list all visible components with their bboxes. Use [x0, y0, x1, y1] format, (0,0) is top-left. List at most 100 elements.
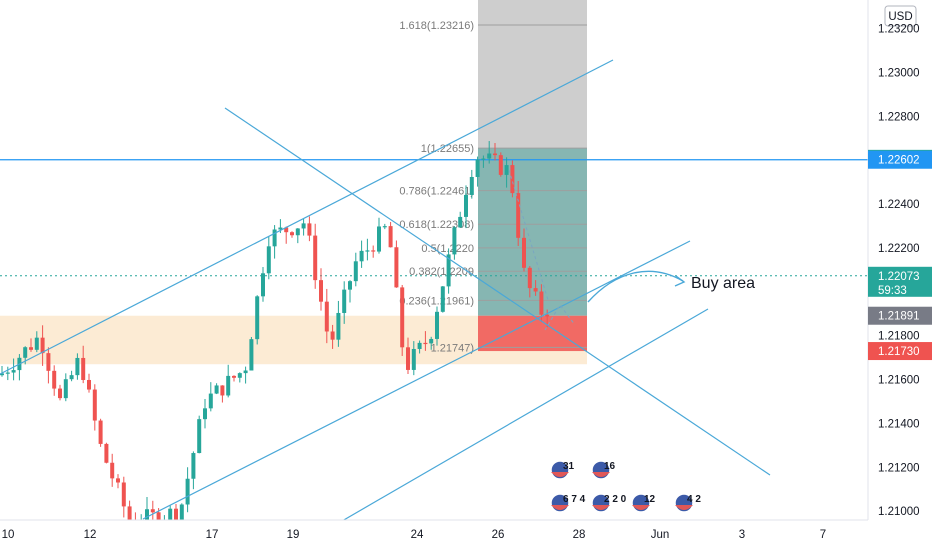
- price-tag-countdown: 59:33: [878, 285, 907, 297]
- y-tick-label: 1.22400: [878, 199, 920, 211]
- x-tick-label: 10: [2, 529, 15, 541]
- x-tick-label: 7: [820, 529, 826, 541]
- arrow-head-icon: [674, 275, 686, 287]
- candle-body: [121, 482, 126, 507]
- event-count: 16: [604, 461, 616, 472]
- candle-body: [52, 370, 57, 389]
- event-count: 4 2: [687, 494, 701, 505]
- candle-body: [81, 357, 86, 380]
- fib-level-label: 0.618(1.22308): [399, 219, 474, 231]
- rising-channel-lower[interactable]: [291, 308, 709, 550]
- candle-body: [464, 194, 468, 217]
- fib-level-label: 1.21747): [431, 342, 474, 354]
- event-count: 31: [563, 461, 575, 472]
- fib-level-label: 0.5(1.2220: [421, 243, 474, 255]
- currency-label: USD: [888, 11, 912, 23]
- event-count: 2 2 0: [604, 494, 627, 505]
- candle-body: [330, 331, 335, 340]
- currency-box: [884, 5, 917, 27]
- x-tick-label: 28: [573, 529, 586, 541]
- economic-event-badge[interactable]: 16: [591, 460, 616, 480]
- candle-body: [324, 301, 329, 332]
- candle-body: [487, 153, 492, 159]
- x-tick-label: Jun: [651, 529, 670, 541]
- candle-body: [348, 281, 352, 290]
- flag-stripe-icon: [675, 505, 693, 510]
- candle-body: [290, 232, 294, 236]
- price-tag: 1.22073 59:33: [868, 266, 932, 297]
- candle-body: [0, 373, 4, 376]
- price-tag-bg: [868, 342, 932, 361]
- candle-body: [261, 273, 265, 297]
- economic-event-badge[interactable]: 12: [631, 493, 656, 513]
- candle-body: [272, 229, 277, 247]
- candle-body: [75, 357, 80, 376]
- economic-event-badge[interactable]: 2 2 0: [591, 493, 627, 513]
- candle-body: [69, 375, 74, 380]
- y-tick-label: 1.21400: [878, 418, 920, 430]
- fib-level-label: 0.236(1.21961): [399, 295, 474, 307]
- candle-body: [527, 267, 532, 289]
- candle-body: [174, 508, 178, 522]
- candle-body: [214, 385, 219, 394]
- candle-body: [388, 226, 393, 248]
- price-tag: 1.21891: [868, 306, 932, 325]
- descending-trendline[interactable]: [224, 107, 771, 476]
- time-axis[interactable]: [0, 520, 868, 550]
- candle-body: [110, 462, 115, 479]
- x-tick-label: 26: [492, 529, 505, 541]
- event-count: 12: [644, 494, 656, 505]
- flag-stripe-icon: [551, 472, 569, 477]
- economic-event-badge[interactable]: 4 2: [674, 493, 701, 513]
- economic-event-badge[interactable]: 31: [550, 460, 575, 480]
- candle-body: [498, 155, 503, 175]
- candle-body: [203, 408, 207, 420]
- price-tag-label: 1.22602: [878, 155, 920, 167]
- candle-body: [150, 509, 155, 513]
- candle-body: [417, 342, 422, 349]
- candle-body: [493, 153, 497, 156]
- flag-stripe-icon: [551, 505, 569, 510]
- price-tag-bg: [868, 306, 932, 325]
- flag-stripe-icon: [592, 472, 610, 477]
- candle-body: [533, 288, 538, 292]
- candle-body: [11, 370, 16, 373]
- x-tick-label: 3: [739, 529, 745, 541]
- candle-body: [353, 261, 358, 282]
- currency-button[interactable]: USD: [884, 5, 917, 27]
- rising-channel-mid[interactable]: [142, 240, 691, 520]
- candle-body: [232, 375, 236, 378]
- y-tick-label: 1.21000: [878, 506, 920, 518]
- candle-body: [539, 291, 544, 315]
- x-tick-label: 19: [287, 529, 300, 541]
- price-tag-bg: [868, 150, 932, 169]
- rising-channel-upper[interactable]: [0, 59, 614, 375]
- candle-body: [63, 379, 68, 399]
- candle-body: [116, 478, 120, 483]
- candle-body: [319, 280, 323, 302]
- buy-area-arrow[interactable]: [587, 270, 684, 303]
- candle-body: [435, 311, 439, 339]
- candle-body: [481, 158, 486, 160]
- candle-body: [429, 338, 434, 344]
- x-tick-label: 12: [84, 529, 97, 541]
- candle-body: [394, 247, 399, 288]
- candle-body: [104, 443, 109, 463]
- candle-body: [469, 176, 474, 195]
- candle-body: [423, 342, 428, 345]
- candle-body: [377, 226, 381, 252]
- event-count: 6 7 4: [563, 494, 586, 505]
- x-tick-label: 24: [411, 529, 424, 541]
- candle-body: [266, 246, 271, 274]
- fib-level-label: 1.618(1.23216): [399, 20, 474, 32]
- candle-body: [255, 296, 260, 340]
- price-tag-label: 1.21891: [878, 311, 920, 323]
- economic-event-badge[interactable]: 6 7 4: [550, 493, 586, 513]
- candle-body: [522, 237, 526, 268]
- candle-body: [411, 348, 416, 370]
- candle-body: [284, 227, 289, 233]
- candle-body: [34, 337, 39, 350]
- candle-body: [452, 227, 457, 255]
